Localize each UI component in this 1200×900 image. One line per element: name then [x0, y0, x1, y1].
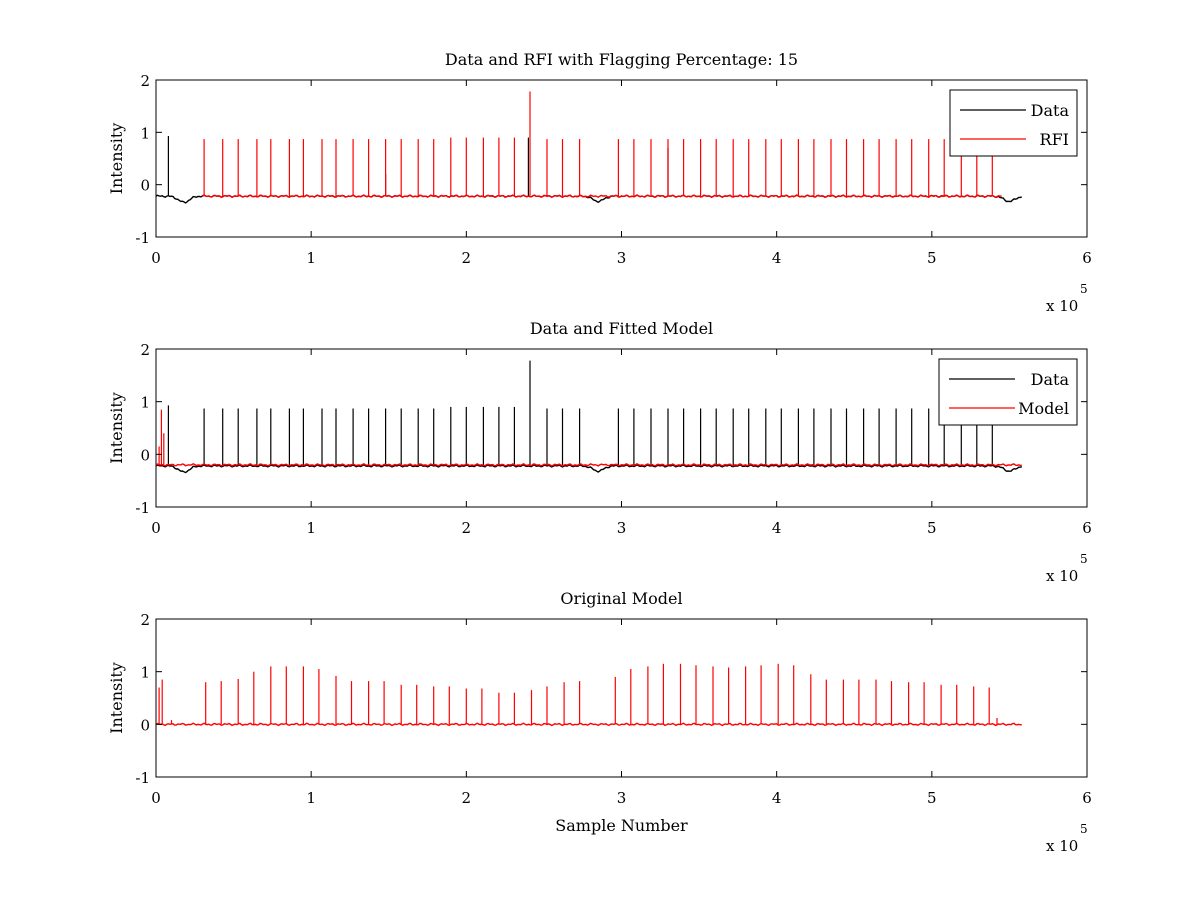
series-rfi [202, 91, 1002, 199]
x-tick-label: 3 [617, 249, 627, 267]
axes-frame [155, 348, 1088, 508]
y-tick-label: 1 [140, 124, 150, 142]
subplot-1: Data and RFI with Flagging Percentage: 1… [107, 50, 1092, 315]
x-exponent-base: x 10 [1046, 567, 1078, 585]
x-tick-label: 1 [306, 519, 316, 537]
x-tick-label: 0 [151, 519, 161, 537]
x-tick-label: 4 [772, 249, 782, 267]
y-tick-label: 0 [140, 446, 150, 464]
x-tick-label: 5 [927, 249, 937, 267]
series-model [156, 409, 1022, 467]
y-tick-label: 2 [140, 72, 150, 90]
y-axis-label: Intensity [107, 392, 126, 464]
x-tick-label: 6 [1082, 519, 1092, 537]
x-exponent: x 105 [1046, 282, 1088, 315]
x-tick-label: 5 [927, 519, 937, 537]
y-axis-label: Intensity [107, 662, 126, 734]
x-tick-label: 2 [462, 789, 472, 807]
y-tick-label: 2 [140, 611, 150, 629]
plot-area [156, 91, 1023, 204]
x-exponent-base: x 10 [1046, 837, 1078, 855]
subplot-title: Original Model [560, 589, 682, 608]
x-exponent-power: 5 [1080, 822, 1088, 836]
series-baseline-line [156, 722, 1022, 727]
y-tick-label: -1 [135, 499, 150, 517]
y-tick-label: -1 [135, 769, 150, 787]
subplot-title: Data and RFI with Flagging Percentage: 1… [445, 50, 798, 69]
legend-entry-label: Data [1031, 101, 1070, 120]
legend-box [938, 358, 1078, 426]
series-model [156, 663, 1022, 727]
x-tick-label: 3 [617, 789, 627, 807]
x-tick-label: 0 [151, 249, 161, 267]
y-tick-label: -1 [135, 229, 150, 247]
x-tick-label: 1 [306, 789, 316, 807]
series-data [156, 360, 1023, 474]
subplot-title: Data and Fitted Model [530, 319, 713, 338]
y-tick-label: 0 [140, 177, 150, 195]
series-baseline-line [156, 462, 1022, 467]
axes-frame [155, 618, 1088, 778]
series-baseline-line [202, 194, 1002, 199]
y-tick-label: 0 [140, 716, 150, 734]
x-tick-label: 6 [1082, 789, 1092, 807]
legend-box [949, 89, 1078, 157]
x-exponent-base: x 10 [1046, 297, 1078, 315]
x-tick-label: 2 [462, 249, 472, 267]
x-tick-label: 5 [927, 789, 937, 807]
x-tick-label: 2 [462, 519, 472, 537]
y-tick-label: 1 [140, 394, 150, 412]
plot-area [156, 663, 1022, 727]
x-exponent: x 105 [1046, 552, 1088, 585]
legend: Data RFI [949, 89, 1078, 157]
legend-entry-label: Data [1031, 370, 1070, 389]
subplots: Data and RFI with Flagging Percentage: 1… [107, 50, 1092, 855]
x-axis-label: Sample Number [555, 816, 688, 835]
legend: Data Model [938, 358, 1078, 426]
axes-frame [155, 79, 1088, 238]
legend-entry-label: RFI [1040, 130, 1069, 149]
x-tick-label: 4 [772, 789, 782, 807]
x-exponent-power: 5 [1080, 282, 1088, 296]
legend-entry-label: Model [1018, 399, 1069, 418]
x-exponent-power: 5 [1080, 552, 1088, 566]
y-tick-label: 2 [140, 341, 150, 359]
x-tick-label: 0 [151, 789, 161, 807]
x-tick-label: 3 [617, 519, 627, 537]
plot-area [156, 360, 1023, 474]
series-baseline-line [156, 464, 1023, 474]
x-tick-label: 6 [1082, 249, 1092, 267]
y-tick-label: 1 [140, 664, 150, 682]
x-exponent: x 105 [1046, 822, 1088, 855]
y-axis-label: Intensity [107, 123, 126, 195]
x-tick-label: 4 [772, 519, 782, 537]
x-tick-label: 1 [306, 249, 316, 267]
